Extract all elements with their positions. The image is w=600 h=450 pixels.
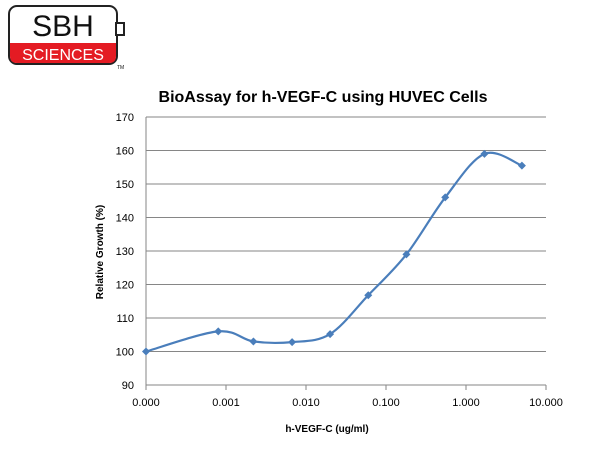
y-tick-label: 130 [116, 246, 134, 258]
y-tick-label: 90 [122, 380, 134, 392]
x-tick-label: 0.100 [372, 397, 400, 409]
x-axis-label: h-VEGF-C (ug/ml) [285, 424, 368, 435]
x-tick-labels: 0.000 0.001 0.010 0.100 1.000 10.000 [132, 397, 563, 409]
logo-tab [115, 22, 125, 36]
sbh-sciences-logo: SBH SCIENCES TM [8, 5, 125, 70]
y-tick-label: 120 [116, 280, 134, 292]
chart-title: BioAssay for h-VEGF-C using HUVEC Cells [159, 89, 488, 106]
y-tick-label: 100 [116, 347, 134, 359]
data-point-marker [517, 161, 526, 170]
y-tick-label: 110 [116, 313, 134, 325]
x-tick-label: 0.001 [212, 397, 240, 409]
x-tick-label: 0.000 [132, 397, 160, 409]
y-tick-label: 140 [116, 213, 134, 225]
logo-sciences-text: SCIENCES [22, 47, 104, 64]
data-point-marker [214, 327, 223, 336]
x-tick-label: 1.000 [452, 397, 480, 409]
logo-sbh-text: SBH [32, 10, 94, 43]
series-line [145, 151, 523, 353]
data-point-marker [142, 347, 150, 356]
logo-tm-mark: TM [117, 65, 124, 70]
data-point-marker [441, 193, 450, 202]
y-axis-label: Relative Growth (%) [95, 205, 106, 299]
y-tick-label: 150 [116, 179, 134, 191]
data-point-marker [402, 250, 411, 259]
x-tick-label: 0.010 [292, 397, 320, 409]
y-tick-labels: 90 100 110 120 130 140 150 160 170 [116, 112, 134, 392]
data-point-marker [364, 291, 373, 300]
data-point-marker [480, 149, 489, 158]
gridlines [145, 116, 547, 390]
y-tick-label: 170 [116, 112, 134, 124]
x-tick-label: 10.000 [529, 397, 563, 409]
y-tick-label: 160 [116, 146, 134, 158]
data-point-marker [326, 330, 335, 339]
logo-red-band [10, 43, 116, 63]
series-markers [142, 149, 526, 356]
data-point-marker [249, 337, 258, 346]
data-point-marker [288, 338, 297, 347]
